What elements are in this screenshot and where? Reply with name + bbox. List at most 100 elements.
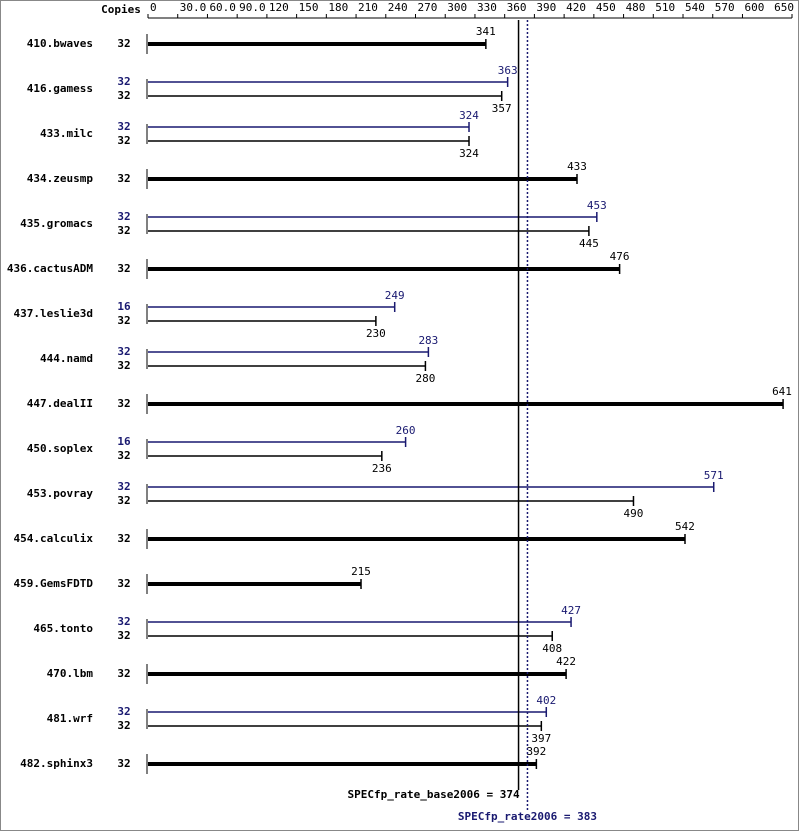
x-tick-label: 570	[715, 1, 735, 14]
bar	[148, 81, 508, 83]
x-tick-label: 270	[418, 1, 438, 14]
value-label: 408	[542, 642, 562, 655]
x-tick-label: 120	[269, 1, 289, 14]
bar	[148, 762, 537, 766]
copies: 32	[117, 397, 130, 410]
copies: 32	[117, 89, 130, 102]
copies: 32	[117, 629, 130, 642]
copies: 32	[117, 134, 130, 147]
value-label: 357	[492, 102, 512, 115]
value-label: 422	[556, 655, 576, 668]
value-label: 236	[372, 462, 392, 475]
reference-label: SPECfp_rate_base2006 = 374	[347, 788, 520, 801]
bar	[148, 402, 784, 406]
x-tick-label: 650	[774, 1, 794, 14]
copies: 32	[117, 314, 130, 327]
value-label: 641	[772, 385, 792, 398]
x-tick-label: 0	[150, 1, 157, 14]
x-tick-label: 240	[388, 1, 408, 14]
benchmark-name: 435.gromacs	[20, 217, 93, 230]
bar	[148, 725, 542, 727]
copies: 32	[117, 480, 130, 493]
value-label: 324	[459, 147, 479, 160]
value-label: 249	[385, 289, 405, 302]
x-tick-label: 150	[299, 1, 319, 14]
copies: 32	[117, 172, 130, 185]
copies-header: Copies	[101, 3, 141, 16]
value-label: 215	[351, 565, 371, 578]
bar	[148, 365, 426, 367]
bar	[148, 635, 553, 637]
bar	[148, 711, 547, 713]
copies: 32	[117, 37, 130, 50]
value-label: 402	[536, 694, 556, 707]
copies: 32	[117, 577, 130, 590]
benchmark-name: 459.GemsFDTD	[14, 577, 94, 590]
x-tick-label: 420	[566, 1, 586, 14]
bar	[148, 621, 572, 623]
bar	[148, 177, 578, 181]
bar	[148, 486, 714, 488]
benchmark-name: 470.lbm	[47, 667, 94, 680]
bar	[148, 455, 382, 457]
benchmark-name: 453.povray	[27, 487, 94, 500]
bar	[148, 267, 620, 271]
value-label: 453	[587, 199, 607, 212]
value-label: 476	[610, 250, 630, 263]
bar	[148, 126, 470, 128]
x-tick-label: 60.0	[209, 1, 236, 14]
value-label: 433	[567, 160, 587, 173]
value-label: 363	[498, 64, 518, 77]
bar	[148, 230, 589, 232]
bar	[148, 500, 634, 502]
benchmark-name: 450.soplex	[27, 442, 94, 455]
x-tick-label: 390	[536, 1, 556, 14]
value-label: 280	[415, 372, 435, 385]
value-label: 260	[396, 424, 416, 437]
copies: 32	[117, 359, 130, 372]
value-label: 490	[624, 507, 644, 520]
copies: 32	[117, 449, 130, 462]
benchmark-name: 454.calculix	[14, 532, 94, 545]
bar	[148, 306, 395, 308]
x-tick-label: 210	[358, 1, 378, 14]
x-tick-label: 360	[507, 1, 527, 14]
copies: 32	[117, 667, 130, 680]
x-tick-label: 330	[477, 1, 497, 14]
benchmark-name: 444.namd	[40, 352, 93, 365]
benchmark-name: 416.gamess	[27, 82, 93, 95]
value-label: 397	[531, 732, 551, 745]
copies: 32	[117, 757, 130, 770]
value-label: 230	[366, 327, 386, 340]
value-label: 392	[526, 745, 546, 758]
bar	[148, 351, 429, 353]
benchmark-name: 410.bwaves	[27, 37, 93, 50]
bar	[148, 582, 362, 586]
copies: 32	[117, 532, 130, 545]
copies: 32	[117, 120, 130, 133]
benchmark-name: 447.dealII	[27, 397, 93, 410]
benchmark-name: 482.sphinx3	[20, 757, 93, 770]
x-tick-label: 450	[596, 1, 616, 14]
copies: 32	[117, 719, 130, 732]
value-label: 571	[704, 469, 724, 482]
copies: 32	[117, 615, 130, 628]
reference-label: SPECfp_rate2006 = 383	[458, 810, 597, 823]
bar	[148, 95, 502, 97]
x-tick-label: 600	[744, 1, 764, 14]
bar	[148, 320, 376, 322]
copies: 32	[117, 494, 130, 507]
bar	[148, 140, 470, 142]
copies: 16	[117, 300, 131, 313]
x-tick-label: 300	[447, 1, 467, 14]
benchmark-name: 437.leslie3d	[14, 307, 93, 320]
value-label: 427	[561, 604, 581, 617]
copies: 32	[117, 705, 130, 718]
x-tick-label: 480	[626, 1, 646, 14]
bar	[148, 672, 567, 676]
copies: 32	[117, 210, 130, 223]
x-tick-label: 30.0	[180, 1, 207, 14]
copies: 16	[117, 435, 131, 448]
